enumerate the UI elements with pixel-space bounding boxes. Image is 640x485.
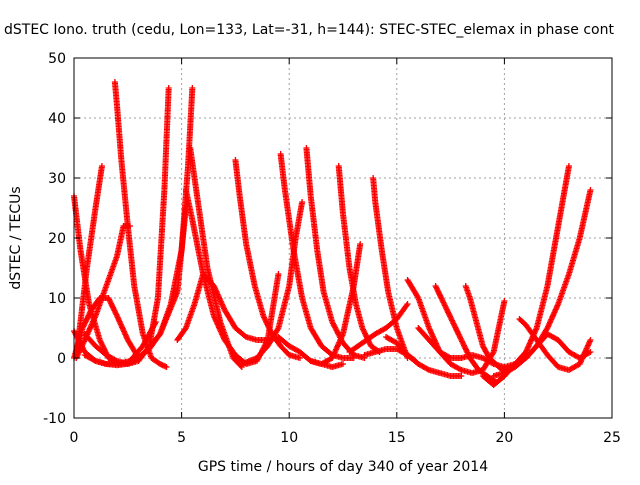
data-series-15 bbox=[277, 151, 357, 361]
data-point bbox=[457, 366, 464, 373]
x-tick-label: 5 bbox=[177, 430, 186, 446]
data-series-17 bbox=[307, 241, 364, 367]
chart-title: dSTEC Iono. truth (cedu, Lon=133, Lat=-3… bbox=[4, 22, 614, 38]
data-point bbox=[424, 366, 431, 373]
data-series-13 bbox=[232, 157, 303, 361]
x-tick-label: 20 bbox=[495, 430, 513, 446]
data-point bbox=[415, 361, 422, 367]
data-series-3 bbox=[73, 163, 105, 361]
data-point bbox=[404, 301, 411, 307]
x-tick-label: 25 bbox=[603, 430, 621, 446]
data-point bbox=[446, 354, 453, 361]
data-point bbox=[357, 241, 364, 247]
x-tick-label: 10 bbox=[280, 430, 298, 446]
data-point bbox=[152, 319, 159, 325]
data-points bbox=[71, 79, 594, 388]
y-tick-label: 0 bbox=[57, 351, 66, 367]
x-axis-label: GPS time / hours of day 340 of year 2014 bbox=[198, 459, 488, 475]
data-point bbox=[403, 302, 410, 309]
y-tick-label: 50 bbox=[48, 51, 66, 67]
y-tick-label: 10 bbox=[48, 291, 66, 307]
data-point bbox=[91, 357, 98, 364]
data-point bbox=[340, 361, 346, 367]
data-point bbox=[152, 320, 159, 327]
data-series-6 bbox=[111, 79, 170, 370]
y-axis-label: dSTEC / TECUs bbox=[8, 186, 24, 289]
data-point bbox=[189, 85, 196, 91]
data-point bbox=[489, 350, 496, 357]
data-point bbox=[414, 359, 421, 366]
y-tick-label: 40 bbox=[48, 111, 66, 127]
data-series-18 bbox=[335, 163, 383, 355]
data-point bbox=[501, 298, 508, 304]
data-series-24 bbox=[432, 283, 499, 385]
data-series-22 bbox=[383, 334, 422, 367]
data-point bbox=[165, 85, 172, 91]
x-tick-label: 0 bbox=[70, 430, 79, 446]
data-point bbox=[299, 199, 306, 205]
data-point bbox=[296, 355, 303, 361]
data-point bbox=[274, 326, 281, 333]
data-point bbox=[587, 187, 594, 193]
y-tick-label: 20 bbox=[48, 231, 66, 247]
data-point bbox=[414, 293, 421, 300]
data-series-28 bbox=[490, 187, 594, 379]
data-point bbox=[458, 373, 465, 379]
y-tick-label: 30 bbox=[48, 171, 66, 187]
y-tick-label: -10 bbox=[43, 411, 66, 427]
data-series-29 bbox=[516, 316, 594, 373]
data-series-7 bbox=[81, 85, 172, 367]
x-tick-label: 15 bbox=[388, 430, 406, 446]
data-point bbox=[275, 271, 282, 277]
data-point bbox=[587, 337, 594, 343]
data-point bbox=[565, 163, 572, 169]
data-point bbox=[163, 364, 170, 370]
data-point bbox=[98, 163, 105, 169]
data-series-11 bbox=[187, 145, 245, 370]
data-series-14 bbox=[238, 199, 306, 367]
data-point bbox=[587, 349, 594, 355]
